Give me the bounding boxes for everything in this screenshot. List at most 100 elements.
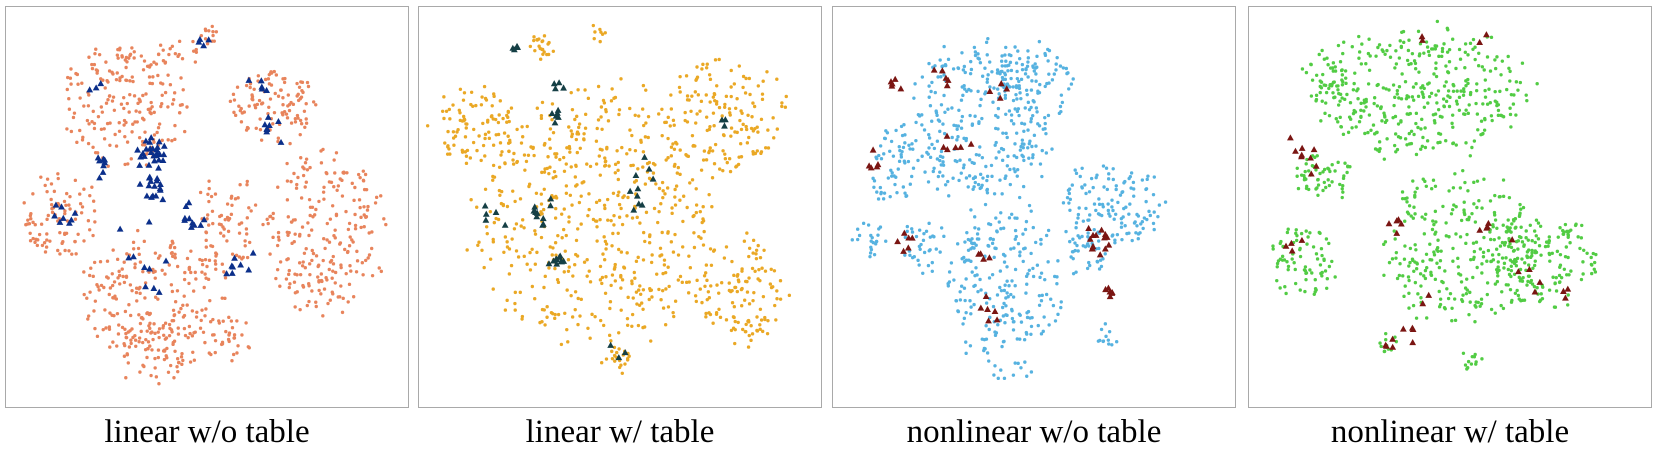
data-point bbox=[120, 267, 124, 271]
data-point bbox=[319, 272, 324, 276]
data-point bbox=[69, 82, 73, 86]
data-point bbox=[1318, 79, 1322, 83]
data-point bbox=[630, 281, 634, 286]
data-point bbox=[226, 337, 231, 342]
data-point bbox=[956, 66, 960, 70]
data-point bbox=[1330, 163, 1334, 167]
data-point bbox=[599, 115, 603, 119]
data-point bbox=[258, 117, 262, 121]
data-point bbox=[1486, 248, 1491, 253]
triangle-marker bbox=[145, 182, 153, 189]
data-point bbox=[295, 290, 299, 294]
data-point bbox=[1035, 54, 1039, 59]
data-point bbox=[1500, 114, 1504, 118]
data-point bbox=[360, 261, 365, 265]
data-point bbox=[1096, 339, 1101, 343]
data-point bbox=[725, 160, 729, 165]
data-point bbox=[1442, 84, 1447, 88]
data-point bbox=[1465, 277, 1469, 281]
data-point bbox=[604, 247, 608, 251]
data-point bbox=[533, 229, 537, 233]
data-point bbox=[763, 146, 768, 150]
data-point bbox=[102, 127, 106, 131]
data-point bbox=[993, 143, 997, 147]
data-point bbox=[1409, 214, 1413, 218]
data-point bbox=[962, 136, 966, 141]
data-point bbox=[310, 289, 314, 293]
data-point bbox=[177, 39, 182, 44]
data-point bbox=[1044, 131, 1048, 136]
data-point bbox=[759, 117, 764, 122]
data-point bbox=[899, 155, 904, 159]
data-point bbox=[1483, 117, 1487, 122]
data-point bbox=[1422, 274, 1426, 278]
data-point bbox=[787, 293, 792, 298]
data-point bbox=[292, 280, 297, 284]
data-point bbox=[1509, 264, 1513, 268]
data-point bbox=[157, 122, 162, 126]
data-point bbox=[1073, 168, 1077, 172]
data-point bbox=[1407, 264, 1411, 268]
data-point bbox=[1123, 224, 1127, 228]
data-point bbox=[1444, 221, 1448, 225]
data-point bbox=[141, 340, 145, 345]
data-point bbox=[1407, 131, 1411, 136]
data-point bbox=[1520, 257, 1524, 261]
data-point bbox=[520, 135, 525, 139]
data-point bbox=[641, 325, 645, 330]
data-point bbox=[340, 178, 344, 183]
data-point bbox=[1310, 271, 1314, 275]
data-point bbox=[94, 68, 99, 72]
data-point bbox=[1406, 48, 1411, 53]
data-point bbox=[1006, 69, 1010, 73]
data-point bbox=[95, 334, 100, 339]
data-point bbox=[301, 285, 306, 289]
data-point bbox=[304, 102, 308, 106]
data-point bbox=[598, 264, 603, 269]
data-point bbox=[1474, 300, 1478, 304]
data-point bbox=[1477, 199, 1481, 203]
data-point bbox=[230, 326, 235, 330]
data-point bbox=[580, 181, 584, 185]
data-point bbox=[901, 145, 906, 150]
data-point bbox=[942, 93, 946, 98]
data-point bbox=[855, 227, 860, 231]
data-point bbox=[1472, 180, 1476, 185]
triangle-marker bbox=[1307, 154, 1314, 161]
data-point bbox=[29, 217, 33, 221]
data-point bbox=[1378, 341, 1382, 345]
data-point bbox=[176, 369, 180, 374]
triangle-marker bbox=[67, 216, 75, 223]
data-point bbox=[1496, 113, 1501, 118]
data-point bbox=[737, 279, 741, 284]
data-point bbox=[969, 208, 973, 212]
data-point bbox=[772, 136, 776, 140]
data-point bbox=[1447, 189, 1451, 193]
data-point bbox=[56, 248, 60, 253]
data-point bbox=[1029, 162, 1033, 166]
data-point bbox=[961, 93, 965, 98]
data-point bbox=[598, 278, 603, 282]
data-point bbox=[1321, 72, 1325, 77]
data-point bbox=[303, 266, 308, 270]
data-point bbox=[1480, 206, 1484, 210]
data-point bbox=[1506, 218, 1510, 222]
data-point bbox=[569, 90, 573, 95]
data-point bbox=[729, 68, 733, 73]
data-point bbox=[1284, 291, 1288, 296]
data-point bbox=[1420, 215, 1424, 219]
data-point bbox=[88, 290, 92, 294]
data-point bbox=[938, 58, 942, 62]
data-point bbox=[601, 323, 606, 328]
data-point bbox=[1471, 47, 1475, 51]
data-point bbox=[1359, 114, 1363, 119]
data-point bbox=[491, 287, 495, 291]
data-point bbox=[559, 342, 564, 347]
data-point bbox=[279, 88, 283, 92]
data-point bbox=[933, 90, 937, 95]
data-point bbox=[141, 93, 145, 98]
data-point bbox=[120, 74, 124, 79]
data-point bbox=[1135, 212, 1139, 217]
data-point bbox=[1431, 146, 1435, 150]
data-point bbox=[307, 262, 312, 266]
